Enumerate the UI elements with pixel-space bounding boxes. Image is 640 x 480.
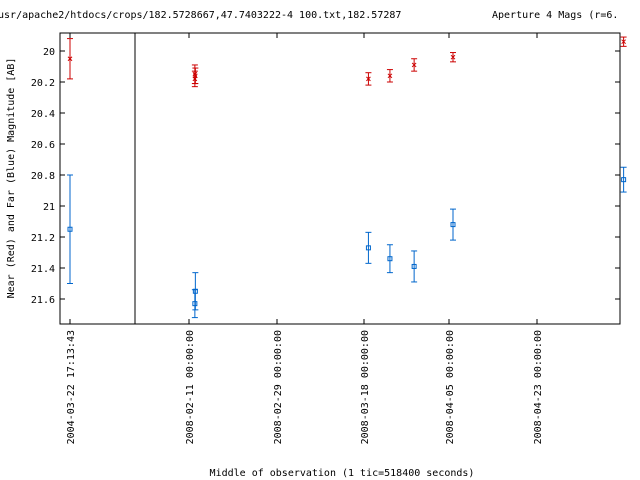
data-point-red [387,73,393,79]
axis-ticks: 20 20.2 20.4 20.6 20.8 21 21.2 21.4 21.6 2004-03-… [31,33,620,444]
x-tick-label: 2008-03-18 00:00:00 [360,330,371,444]
chart-title-left: /usr/apache2/htdocs/crops/182.5728667,47… [0,10,401,21]
y-tick-label: 20.6 [31,140,55,151]
x-tick-label: 2008-02-11 00:00:00 [185,330,196,444]
data-point-red [621,39,626,45]
y-axis-label: Near (Red) and Far (Blue) Magnitude [AB] [6,58,17,299]
y-tick-label: 20.4 [31,109,55,120]
x-tick-label: 2008-04-23 00:00:00 [533,330,544,444]
y-tick-label: 21.6 [31,295,55,306]
data-point-blue [621,177,627,183]
data-points [67,36,627,319]
data-point-red [450,54,456,60]
data-point-red [193,73,198,79]
y-tick-label: 21 [43,202,55,213]
y-tick-label: 20.8 [31,171,55,182]
y-tick-label: 20.2 [31,78,55,89]
x-tick-label: 2008-02-29 00:00:00 [273,330,284,444]
data-point-blue [365,245,371,251]
x-tick-label: 2004-03-22 17:13:43 [66,330,77,444]
x-axis-label: Middle of observation (1 tic=518400 seco… [210,468,475,479]
data-point-blue [411,263,417,269]
data-point-blue [450,222,456,228]
data-point-blue [387,256,393,262]
data-point-blue [67,226,73,232]
plot-frame [59,32,621,325]
y-tick-label: 21.2 [31,233,55,244]
data-point-red [366,76,371,82]
y-tick-label: 20 [43,47,55,58]
chart-title-right: Aperture 4 Mags (r=6. [492,10,618,21]
y-tick-label: 21.4 [31,264,55,275]
data-point-red [67,56,73,62]
data-point-red [411,62,417,68]
x-tick-label: 2008-04-05 00:00:00 [445,330,456,444]
data-point-blue [192,288,198,294]
